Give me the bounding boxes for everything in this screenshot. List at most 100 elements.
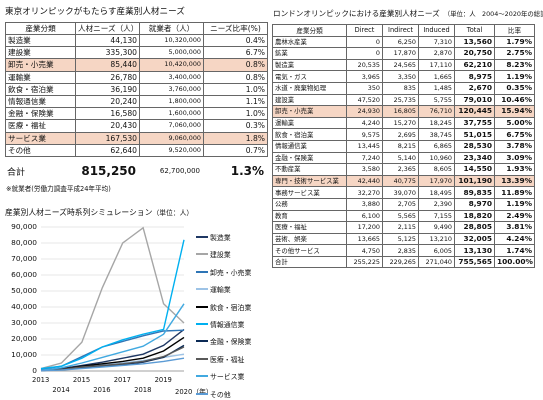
right-header-induced: Induced [418,24,455,37]
left-header-ratio: ニーズ比率(%) [203,22,268,35]
legend-label: 製造業 [210,234,231,242]
right-cell-induced: 2,870 [418,47,455,60]
left-total-label: 合計 [7,167,26,178]
right-table-row: 飲食・宿泊業 9,575 2,695 38,745 51,015 6.75% [272,128,535,141]
left-table-row: 運輸業 26,780 3,400,000 0.8% [5,70,268,84]
right-table-row: 運輸業 4,240 15,270 18,245 37,755 5.00% [272,116,535,130]
right-cell-indirect: 6,250 [382,35,419,49]
y-tick-label: 80,000 [11,238,37,247]
legend-swatch [196,357,208,360]
x-tick-label: 2017 [113,376,132,384]
right-cell-cat: 医療・福祉 [272,221,347,234]
right-cell-cat: 農林水産業 [272,35,347,49]
legend-label: 情報通信業 [210,321,245,329]
right-cell-induced: 6,865 [418,139,455,153]
left-table: 産業分類 人材ニーズ（人） 就業者（人） ニーズ比率(%) 製造業 44,130 1… [5,22,268,157]
legend-swatch [196,236,208,238]
right-cell-indirect: 2,365 [382,163,419,176]
x-tick-label: 2015 [72,376,91,384]
left-cell-cat: その他 [5,143,76,157]
left-header-need: 人材ニーズ（人） [75,22,140,35]
right-table-row: 医療・福祉 17,200 2,115 9,490 28,805 3.81% [272,221,535,234]
legend-swatch [196,305,208,308]
legend-swatch [196,253,208,256]
y-tick-label: 90,000 [11,222,37,231]
chart-unit: （単位：人） [152,209,194,217]
right-table-row: 教育 6,100 5,565 7,155 18,820 2.49% [272,209,535,223]
legend-label: 金融・保険業 [210,338,252,347]
right-table-row: その他サービス 4,750 2,835 6,005 13,130 1.74% [272,244,535,257]
right-title: ロンドンオリンピックにおける産業別人材ニーズ （単位：人 2004～2020年の総… [273,8,543,19]
left-cell-ratio: 0.7% [203,143,268,157]
left-note: ※就業者(労働力調査平成24年平均) [6,185,111,193]
right-table-row: 専門・技術サービス業 42,440 40,775 17,970 101,190 13.39… [272,174,535,188]
left-cell-emp: 9,520,000 [139,143,204,157]
right-cell-ratio: 1.19% [494,197,535,211]
right-header-ratio: 比率 [494,24,535,37]
x-tick-label: 2013 [32,376,50,384]
series-line [40,328,185,371]
x-tick-label: 2019 [154,376,172,384]
right-cell-total: 89,835 [454,186,495,199]
right-cell-ratio: 2.49% [494,209,535,223]
chart-title-text: 産業別人材ニーズ時系列シミュレーション [5,208,153,217]
left-header-cat: 産業分類 [5,22,76,35]
right-subtitle: （単位：人 2004～2020年の総計） [443,10,543,18]
right-table-row: 芸術、娯楽 13,665 5,125 13,210 32,005 4.24% [272,232,535,246]
y-tick-label: 40,000 [11,302,37,311]
right-cell-ratio: 1.93% [494,163,535,176]
right-total-row: 合計 255,225 229,265 271,040 755,565 100.00% [272,255,535,269]
y-tick-label: 10,000 [11,350,37,359]
right-total-direct: 255,225 [346,255,383,269]
legend-label: その他 [210,390,231,399]
right-cell-ratio: 11.89% [494,186,535,199]
right-table-row: 製造業 20,535 24,565 17,110 62,210 8.23% [272,58,535,72]
right-table-row: 公務 3,880 2,705 2,390 8,970 1.19% [272,197,535,211]
legend-swatch [196,323,208,325]
left-table-row: その他 62,640 9,520,000 0.7% [5,143,268,157]
left-title: 東京オリンピックがもたらす産業別人材ニーズ [5,7,185,17]
right-cell-indirect: 2,835 [382,244,419,257]
left-cell-ratio: 0.3% [203,119,268,133]
left-total-row: 合計 815,250 62,700,000 1.3% [5,164,267,178]
right-header-cat: 産業分類 [272,24,347,37]
right-cell-indirect: 40,775 [382,174,419,188]
right-cell-direct: 4,750 [346,244,383,257]
y-tick-label: 20,000 [11,334,37,343]
legend-swatch [196,340,208,343]
y-tick-label: 60,000 [11,270,37,279]
series-line [40,239,185,370]
right-cell-induced: 9,490 [418,221,455,234]
right-cell-ratio: 3.81% [494,221,535,234]
legend-label: 卸売・小売業 [210,268,252,277]
right-cell-direct: 6,100 [346,209,383,223]
series-line [40,303,185,371]
y-tick-label: 50,000 [11,286,37,295]
right-table-header: 産業分類 Direct Indirect Induced Total 比率 [272,24,535,37]
left-table-row: 飲食・宿泊業 36,190 3,760,000 1.0% [5,82,268,96]
right-table-row: 情報通信業 13,445 8,215 6,865 28,530 3.78% [272,139,535,153]
right-table-row: 金融・保険業 7,240 5,140 10,960 23,340 3.09% [272,151,535,165]
right-cell-ratio: 6.75% [494,128,535,141]
legend-label: 飲食・宿泊業 [210,303,252,312]
legend-swatch [196,392,208,395]
series-line [40,226,185,370]
legend-label: 医療・福祉 [210,355,245,364]
right-cell-direct: 42,440 [346,174,383,188]
right-cell-cat: 芸術、娯楽 [272,232,347,246]
left-table-header: 産業分類 人材ニーズ（人） 就業者（人） ニーズ比率(%) [5,22,268,35]
y-tick-label: 0 [32,366,37,375]
left-table-row: 卸売・小売業 85,440 10,420,000 0.8% [5,58,268,72]
right-table: 産業分類 Direct Indirect Induced Total 比率 農林… [272,24,535,269]
left-total-need: 815,250 [81,164,136,178]
right-cell-ratio: 1.74% [494,244,535,257]
right-cell-total: 14,550 [454,163,495,176]
right-table-row: 電気・ガス 3,965 3,350 1,665 8,975 1.19% [272,70,535,83]
left-cell-need: 62,640 [75,143,140,157]
x-tick-label: 2020（年） [175,388,213,396]
left-table-row: 情報通信業 20,240 1,800,000 1.1% [5,94,268,109]
y-tick-label: 30,000 [11,318,37,327]
right-cell-ratio: 3.09% [494,151,535,165]
legend-label: 建設業 [210,251,231,260]
